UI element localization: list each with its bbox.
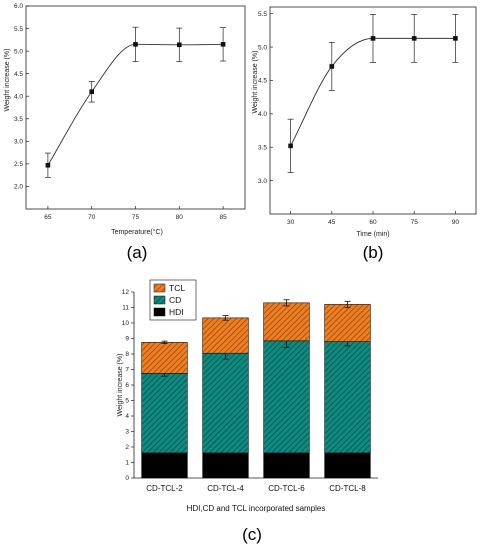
category-label: CD-TCL-8 [329, 484, 366, 493]
panel-b-xtick-label: 90 [452, 219, 460, 226]
legend-label-tcl: TCL [169, 283, 185, 293]
category-label: CD-TCL-6 [268, 484, 305, 493]
panel-a-series-line [47, 43, 224, 166]
panel-b-ytick-label: 4.0 [258, 111, 267, 118]
panel-c: Weight increase (%) HDI,CD and TCL incor… [117, 279, 378, 544]
panel-a-data-point [177, 42, 182, 48]
panel-b-label: (b) [363, 243, 384, 262]
panel-a-xtick-label: 75 [132, 214, 140, 221]
panel-b-xtick-label: 60 [369, 219, 377, 226]
panel-b-data-point [329, 64, 335, 69]
panel-b-xlabel: Time (min) [356, 231, 389, 238]
panel-a-ytick-label: 2.5 [14, 161, 23, 168]
panel-c-ytick-label: 4 [125, 413, 129, 420]
panel-a-ytick-label: 2.0 [14, 184, 23, 191]
panel-a-ytick-label: 4.5 [14, 71, 23, 78]
legend-swatch-cd [153, 295, 166, 305]
panel-c-ytick-label: 9 [125, 336, 129, 343]
panel-b-xtick-label: 30 [287, 219, 295, 226]
bar-hdi-cd-tcl-8 [324, 452, 371, 479]
panel-b-xtick-label: 45 [328, 219, 336, 226]
legend-swatch-tcl [153, 283, 166, 293]
panel-c-ytick-label: 8 [125, 351, 129, 358]
panel-a-label: (a) [127, 243, 148, 262]
panel-a-xtick-label: 65 [44, 214, 52, 221]
panel-a: Weight increase (%) Temperature(°C) (a) … [4, 3, 246, 262]
panel-b-data-point [288, 143, 293, 149]
panel-b-ylabel: Weight increase (%) [252, 51, 259, 114]
panel-a-xtick-label: 70 [88, 214, 96, 221]
panel-b-data-point [453, 36, 458, 41]
panel-a-ytick-label: 3.5 [14, 116, 23, 123]
panel-c-ytick-label: 6 [125, 382, 129, 389]
legend-swatch-hdi [153, 307, 166, 317]
panel-c-ytick-label: 5 [125, 398, 129, 405]
panel-c-ytick-label: 12 [122, 289, 130, 296]
bar-cd-cd-tcl-8 [324, 341, 371, 454]
bar-tcl-cd-tcl-4 [202, 317, 249, 354]
panel-c-ytick-label: 3 [125, 429, 129, 436]
panel-c-ytick-label: 2 [125, 444, 129, 451]
bar-tcl-cd-tcl-6 [263, 302, 310, 342]
panel-b-ytick-label: 5.0 [258, 44, 267, 51]
panel-b: Weight increase (%) Time (min) (b) 3.0 3.… [252, 6, 477, 262]
panel-a-ytick-label: 6.0 [14, 3, 23, 10]
legend: TCL CD HDI [149, 279, 197, 321]
bar-cd-cd-tcl-4 [202, 352, 249, 454]
bar-cd-cd-tcl-6 [263, 340, 310, 454]
panel-c-ytick-label: 7 [125, 367, 129, 374]
panel-c-ytick-label: 0 [125, 475, 129, 482]
panel-a-ylabel: Weight increase (%) [4, 49, 11, 112]
bar-hdi-cd-tcl-4 [202, 452, 249, 479]
panel-c-ytick-label: 10 [122, 320, 130, 327]
panel-b-ytick-label: 3.0 [258, 178, 267, 185]
panel-c-label: (c) [242, 525, 262, 544]
panel-a-data-point [45, 162, 51, 168]
legend-label-cd: CD [169, 295, 181, 305]
panel-c-xlabel: HDI,CD and TCL incorporated samples [187, 504, 326, 513]
panel-a-xtick-label: 85 [219, 214, 227, 221]
panel-b-ytick-label: 4.5 [258, 78, 267, 85]
panel-b-xtick-label: 75 [411, 219, 419, 226]
category-label: CD-TCL-4 [207, 484, 244, 493]
bar-tcl-cd-tcl-2 [141, 342, 188, 374]
panel-a-xlabel: Temperature(°C) [111, 228, 163, 236]
panel-a-data-point [89, 89, 94, 95]
panel-a-data-point [133, 42, 138, 47]
panel-b-data-point [411, 36, 417, 41]
panel-b-ytick-label: 3.5 [258, 144, 267, 151]
panel-b-ytick-label: 5.5 [258, 11, 267, 18]
bar-cd-cd-tcl-2 [141, 373, 188, 454]
legend-label-hdi: HDI [169, 307, 184, 317]
panel-c-ylabel: Weight increase (%) [117, 354, 124, 417]
panel-a-xtick-label: 80 [176, 214, 184, 221]
panel-a-data-point [220, 42, 226, 47]
panel-a-ytick-label: 5.0 [14, 48, 23, 55]
panel-b-data-point [370, 36, 376, 41]
panel-a-ytick-label: 3.0 [14, 139, 23, 146]
panel-a-ytick-label: 5.5 [14, 26, 23, 33]
bar-hdi-cd-tcl-2 [141, 452, 188, 479]
category-label: CD-TCL-2 [146, 484, 183, 493]
panel-a-ytick-label: 4.0 [14, 93, 23, 100]
panel-c-ytick-label: 11 [122, 305, 129, 312]
bar-hdi-cd-tcl-6 [263, 452, 310, 479]
panel-c-ytick-label: 1 [125, 460, 129, 467]
bar-tcl-cd-tcl-8 [324, 304, 371, 342]
